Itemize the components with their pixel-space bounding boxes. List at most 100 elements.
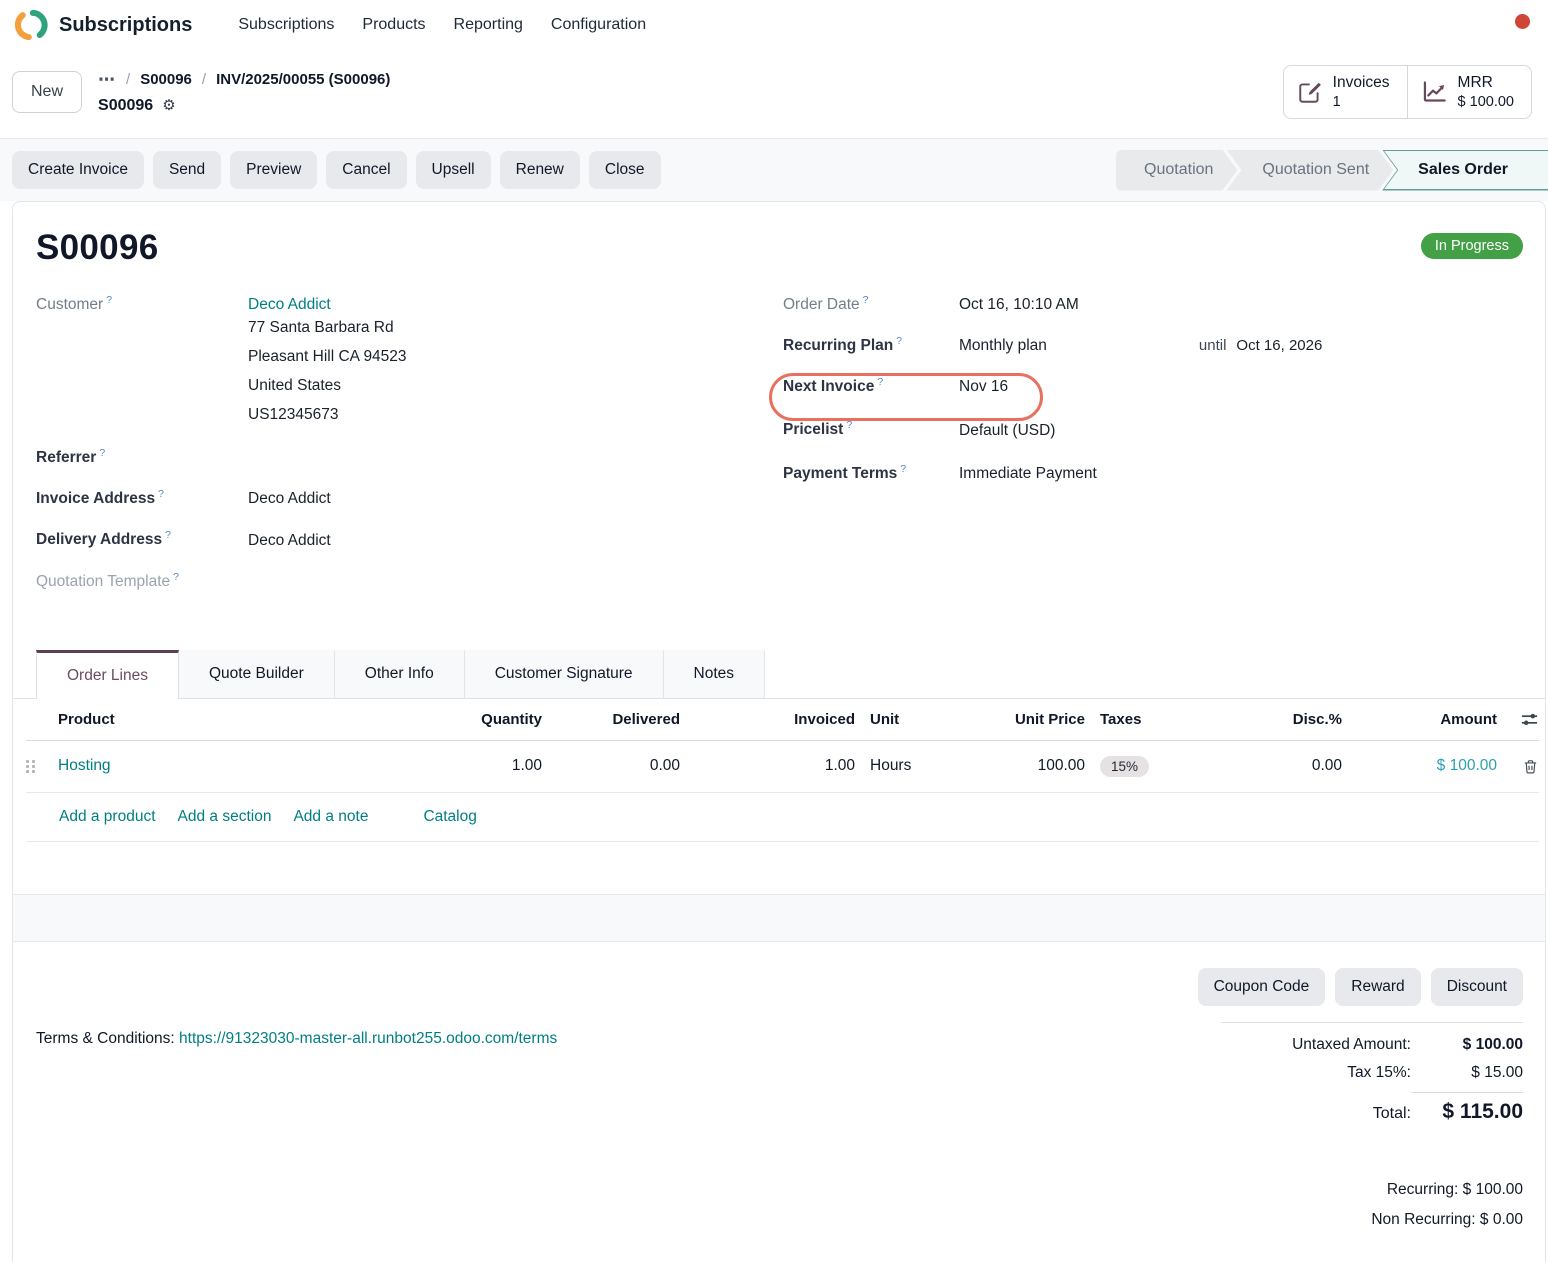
cell-disc[interactable]: 0.00 bbox=[1311, 757, 1342, 775]
referrer-label: Referrer? bbox=[36, 447, 106, 467]
tab-notes[interactable]: Notes bbox=[663, 649, 766, 699]
systray-status-dot[interactable] bbox=[1515, 13, 1530, 29]
subscriptions-app-icon[interactable] bbox=[14, 8, 48, 42]
form-sheet: S00096 In Progress Customer? Deco Addict… bbox=[12, 201, 1546, 1262]
add-a-section-link[interactable]: Add a section bbox=[177, 807, 272, 825]
preview-button[interactable]: Preview bbox=[230, 151, 318, 189]
close-button[interactable]: Close bbox=[588, 151, 661, 189]
non-recurring-value: $ 0.00 bbox=[1479, 1210, 1523, 1228]
discount-button[interactable]: Discount bbox=[1430, 967, 1523, 1006]
catalog-link[interactable]: Catalog bbox=[423, 807, 477, 825]
non-recurring-label: Non Recurring: bbox=[1371, 1210, 1476, 1228]
pricelist-value[interactable]: Default (USD) bbox=[959, 421, 1056, 439]
recurring-plan-value[interactable]: Monthly plan bbox=[959, 337, 1047, 355]
customer-address-line: 77 Santa Barbara Rd bbox=[248, 319, 394, 337]
breadcrumb-current-record: S00096 bbox=[98, 96, 154, 114]
new-button[interactable]: New bbox=[12, 71, 83, 113]
breadcrumb-ellipsis-icon[interactable]: ⋯ bbox=[98, 69, 117, 89]
reward-button[interactable]: Reward bbox=[1335, 967, 1421, 1006]
cell-unit-price[interactable]: 100.00 bbox=[1037, 757, 1085, 775]
upsell-button[interactable]: Upsell bbox=[415, 151, 491, 189]
tax-badge[interactable]: 15% bbox=[1100, 755, 1150, 777]
product-link[interactable]: Hosting bbox=[58, 757, 111, 775]
breadcrumb-item-invoice[interactable]: INV/2025/00055 (S00096) bbox=[216, 71, 391, 88]
help-icon: ? bbox=[173, 570, 179, 583]
tab-quote-builder[interactable]: Quote Builder bbox=[178, 649, 335, 699]
optional-columns-icon[interactable] bbox=[1520, 710, 1539, 729]
app-title[interactable]: Subscriptions bbox=[59, 13, 193, 36]
cell-delivered[interactable]: 0.00 bbox=[649, 757, 680, 775]
renew-button[interactable]: Renew bbox=[499, 151, 580, 189]
tab-other-info[interactable]: Other Info bbox=[334, 649, 465, 699]
col-header-delivered[interactable]: Delivered bbox=[612, 710, 680, 728]
notebook-tabs: Order Lines Quote Builder Other Info Cus… bbox=[13, 649, 1545, 699]
add-a-product-link[interactable]: Add a product bbox=[59, 807, 156, 825]
col-header-quantity[interactable]: Quantity bbox=[481, 710, 542, 728]
add-a-note-link[interactable]: Add a note bbox=[293, 807, 369, 825]
menu-reporting[interactable]: Reporting bbox=[453, 16, 523, 33]
terms-url-link[interactable]: https://91323030-master-all.runbot255.od… bbox=[179, 1029, 558, 1047]
section-band bbox=[13, 893, 1545, 942]
col-header-amount[interactable]: Amount bbox=[1440, 710, 1497, 728]
invoice-address-value[interactable]: Deco Addict bbox=[248, 490, 331, 508]
order-date-label: Order Date? bbox=[783, 294, 869, 314]
statusbar-step-sales-order-border: Sales Order bbox=[1382, 149, 1548, 191]
total-value: $ 115.00 bbox=[1411, 1091, 1523, 1124]
recurring-until-value[interactable]: Oct 16, 2026 bbox=[1236, 337, 1323, 355]
stat-buttons: Invoices 1 MRR $ 100.00 bbox=[1282, 64, 1532, 120]
menu-products[interactable]: Products bbox=[362, 16, 426, 33]
totals-block: Untaxed Amount: $ 100.00 Tax 15%: $ 15.0… bbox=[1221, 1021, 1523, 1129]
recurring-plan-label: Recurring Plan? bbox=[783, 335, 903, 355]
invoices-stat-button[interactable]: Invoices 1 bbox=[1284, 66, 1407, 119]
tab-customer-signature[interactable]: Customer Signature bbox=[464, 649, 664, 699]
recurring-summary: Recurring: $ 100.00 Non Recurring: $ 0.0… bbox=[1371, 1175, 1523, 1235]
coupon-code-button[interactable]: Coupon Code bbox=[1197, 967, 1326, 1006]
customer-link[interactable]: Deco Addict bbox=[248, 296, 331, 314]
menu-configuration[interactable]: Configuration bbox=[550, 16, 647, 33]
edit-document-icon bbox=[1298, 82, 1321, 103]
help-icon: ? bbox=[846, 419, 853, 432]
menu-subscriptions[interactable]: Subscriptions bbox=[238, 16, 335, 33]
order-date-value[interactable]: Oct 16, 10:10 AM bbox=[959, 296, 1079, 314]
delivery-address-value[interactable]: Deco Addict bbox=[248, 531, 331, 549]
mrr-stat-value: $ 100.00 bbox=[1457, 93, 1514, 110]
payment-terms-value[interactable]: Immediate Payment bbox=[959, 464, 1097, 482]
drag-handle-icon[interactable] bbox=[26, 759, 35, 773]
tab-order-lines[interactable]: Order Lines bbox=[36, 649, 179, 699]
statusbar-step-quotation-sent[interactable]: Quotation Sent bbox=[1226, 150, 1393, 191]
customer-address-line: United States bbox=[248, 377, 342, 395]
quotation-template-label: Quotation Template? bbox=[36, 570, 179, 590]
statusbar-step-quotation[interactable]: Quotation bbox=[1116, 150, 1237, 191]
gear-icon[interactable]: ⚙ bbox=[162, 97, 176, 114]
next-invoice-label: Next Invoice? bbox=[783, 376, 884, 396]
help-icon: ? bbox=[99, 447, 106, 460]
tax-value: $ 15.00 bbox=[1471, 1063, 1523, 1081]
tax-label: Tax 15%: bbox=[1347, 1063, 1411, 1081]
col-header-product[interactable]: Product bbox=[58, 710, 115, 728]
breadcrumb-item-s00096[interactable]: S00096 bbox=[140, 71, 192, 88]
delete-row-icon[interactable] bbox=[1522, 758, 1539, 775]
help-icon: ? bbox=[896, 335, 903, 348]
untaxed-amount-value: $ 100.00 bbox=[1462, 1035, 1523, 1053]
cancel-button[interactable]: Cancel bbox=[326, 151, 407, 189]
help-icon: ? bbox=[877, 376, 884, 389]
col-header-unit-price[interactable]: Unit Price bbox=[1014, 710, 1085, 728]
col-header-disc[interactable]: Disc.% bbox=[1292, 710, 1342, 728]
col-header-taxes[interactable]: Taxes bbox=[1100, 710, 1142, 728]
mrr-stat-label: MRR bbox=[1457, 73, 1493, 91]
send-button[interactable]: Send bbox=[152, 151, 222, 189]
cell-invoiced: 1.00 bbox=[824, 757, 855, 775]
statusbar-step-sales-order[interactable]: Sales Order bbox=[1384, 151, 1548, 189]
create-invoice-button[interactable]: Create Invoice bbox=[12, 151, 144, 189]
table-add-row: Add a product Add a section Add a note C… bbox=[26, 793, 1539, 842]
mrr-stat-button[interactable]: MRR $ 100.00 bbox=[1406, 65, 1531, 119]
table-row[interactable]: Hosting 1.00 0.00 1.00 Hours 100.00 15% … bbox=[26, 741, 1539, 793]
cell-unit[interactable]: Hours bbox=[870, 757, 912, 775]
status-badge: In Progress bbox=[1420, 233, 1523, 259]
col-header-unit[interactable]: Unit bbox=[870, 710, 900, 728]
breadcrumb: ⋯ / S00096 / INV/2025/00055 (S00096) S00… bbox=[98, 70, 390, 115]
col-header-invoiced[interactable]: Invoiced bbox=[794, 710, 855, 728]
cell-quantity[interactable]: 1.00 bbox=[511, 757, 542, 775]
table-header-row: Product Quantity Delivered Invoiced Unit… bbox=[26, 699, 1539, 741]
next-invoice-value[interactable]: Nov 16 bbox=[959, 378, 1009, 396]
